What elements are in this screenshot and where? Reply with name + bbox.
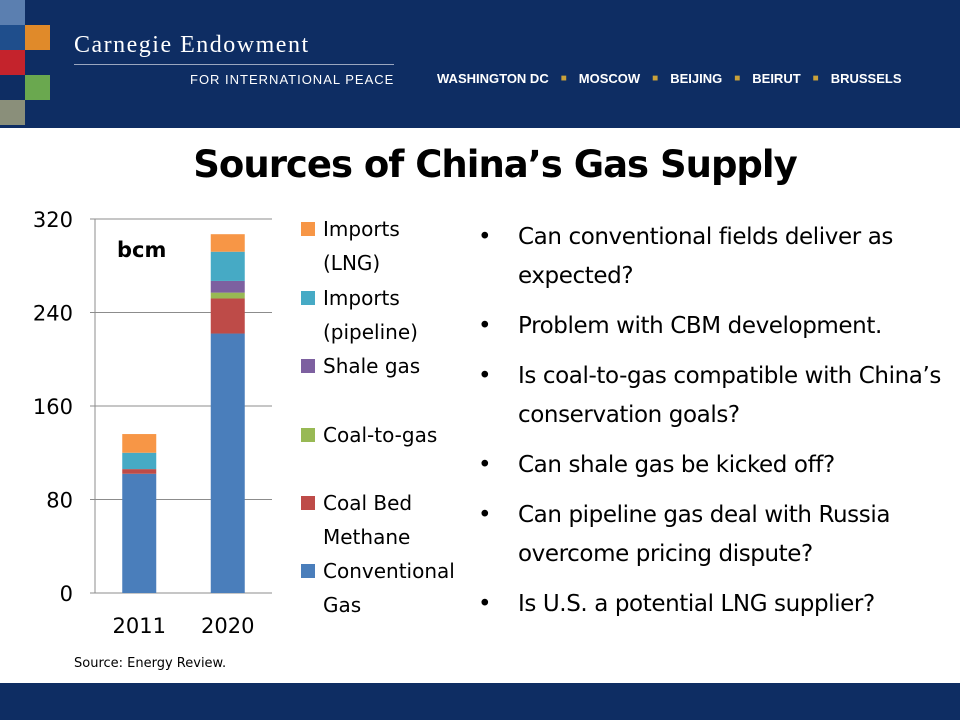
bullet-list: Can conventional fields deliver as expec… <box>478 218 953 635</box>
separator-icon: ■ <box>812 73 819 84</box>
bullet-item: Is coal-to-gas compatible with China’s c… <box>478 357 953 435</box>
legend-label: (LNG) <box>323 251 380 275</box>
logo-mark <box>0 0 52 128</box>
city-1: WASHINGTON DC <box>437 71 549 86</box>
legend-swatch <box>301 359 315 373</box>
bar-segment-coal-bed-methane <box>122 469 157 474</box>
gas-supply-chart: 0 80 160 240 320 2011 2020 bcm Imports (LNG) Impor… <box>33 208 455 638</box>
city-list: WASHINGTON DC ■ MOSCOW ■ BEIJING ■ BEIRU… <box>437 71 902 86</box>
header-banner: Carnegie Endowment FOR INTERNATIONAL PEA… <box>0 0 960 128</box>
city-5: BRUSSELS <box>830 71 902 86</box>
legend-swatch <box>301 222 315 236</box>
slide-title: Sources of China’s Gas Supply <box>193 143 797 186</box>
x-tick-label: 2011 <box>113 614 166 638</box>
y-tick-label: 80 <box>46 489 73 513</box>
legend-label: Shale gas <box>323 354 420 378</box>
city-4: BEIRUT <box>752 71 801 86</box>
city-2: MOSCOW <box>578 71 641 86</box>
separator-icon: ■ <box>734 73 741 84</box>
org-name: Carnegie Endowment <box>74 32 310 58</box>
separator-icon: ■ <box>652 73 659 84</box>
bullet-item: Problem with CBM development. <box>478 307 953 346</box>
org-divider <box>74 64 394 65</box>
legend-label: (pipeline) <box>323 320 418 344</box>
bar-segment-imports-lng <box>210 234 245 252</box>
legend-label: Methane <box>323 525 410 549</box>
bar-segment-imports-pipeline <box>122 452 157 470</box>
footer-bar <box>0 683 960 720</box>
bar-segment-coal-bed-methane <box>210 298 245 334</box>
source-note: Source: Energy Review. <box>74 656 227 671</box>
y-tick-label: 0 <box>60 582 73 606</box>
unit-label: bcm <box>117 238 166 262</box>
bar-segment-shale-gas <box>210 280 245 293</box>
legend-label: Gas <box>323 593 361 617</box>
separator-icon: ■ <box>560 73 567 84</box>
org-subtitle: FOR INTERNATIONAL PEACE <box>190 72 395 87</box>
y-tick-label: 320 <box>33 208 73 232</box>
bullet-item: Can conventional fields deliver as expec… <box>478 218 953 296</box>
legend-swatch <box>301 496 315 510</box>
city-3: BEIJING <box>670 71 723 86</box>
bullet-item: Is U.S. a potential LNG supplier? <box>478 585 953 624</box>
bar-segment-conventional-gas <box>210 333 245 593</box>
bullet-item: Can pipeline gas deal with Russia overco… <box>478 496 953 574</box>
legend-label: Imports <box>323 286 400 310</box>
legend-label: Imports <box>323 217 400 241</box>
bar-segment-coal-to-gas <box>210 292 245 299</box>
legend-swatch <box>301 564 315 578</box>
bullet-item: Can shale gas be kicked off? <box>478 446 953 485</box>
legend-label: Conventional <box>323 559 455 583</box>
y-tick-label: 160 <box>33 395 73 419</box>
legend-label: Coal-to-gas <box>323 423 437 447</box>
y-tick-label: 240 <box>33 302 73 326</box>
legend-label: Coal Bed <box>323 491 412 515</box>
bar-segment-conventional-gas <box>122 473 157 593</box>
legend-swatch <box>301 291 315 305</box>
bar-segment-imports-pipeline <box>210 251 245 281</box>
x-tick-label: 2020 <box>201 614 254 638</box>
legend-swatch <box>301 428 315 442</box>
bar-segment-imports-lng <box>122 434 157 453</box>
